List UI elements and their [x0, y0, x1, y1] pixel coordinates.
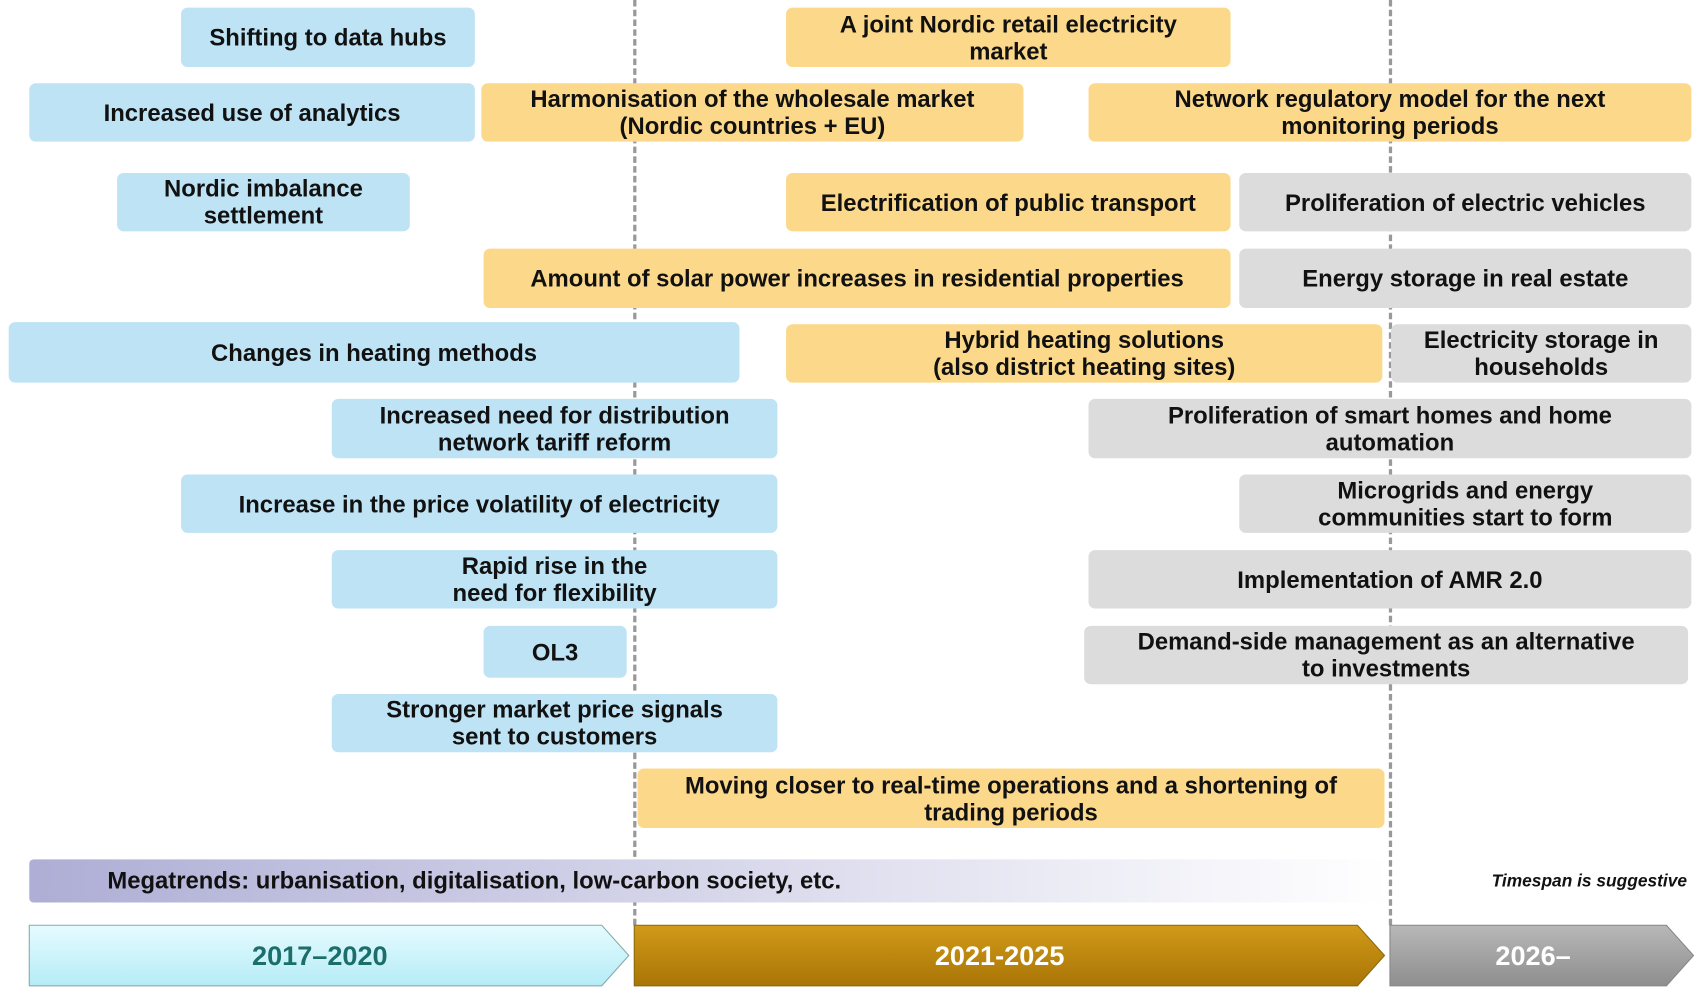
- trend-box: OL3: [483, 625, 627, 678]
- megatrends-bar: Megatrends: urbanisation, digitalisation…: [29, 859, 1388, 903]
- trend-box: Microgrids and energy communities start …: [1239, 474, 1692, 533]
- trend-box: Nordic imbalance settlement: [117, 172, 410, 232]
- trend-box: Increase in the price volatility of elec…: [181, 474, 778, 533]
- period-divider: [633, 0, 637, 926]
- trend-box: Moving closer to real-time operations an…: [637, 768, 1385, 828]
- trend-box: Increased need for distribution network …: [331, 398, 778, 459]
- trend-box: Rapid rise in the need for flexibility: [331, 550, 778, 609]
- period-divider: [1388, 0, 1393, 926]
- timeline: 2017–2020 2021-2025 2026–: [28, 924, 1695, 987]
- period-arrow: [633, 924, 1386, 987]
- trend-box: Harmonisation of the wholesale market (N…: [481, 83, 1024, 142]
- trend-box: Amount of solar power increases in resid…: [483, 248, 1231, 309]
- trend-box: Hybrid heating solutions (also district …: [786, 324, 1383, 383]
- trend-box: Demand-side management as an alternative…: [1084, 625, 1689, 685]
- trend-box: Electricity storage in households: [1391, 324, 1692, 383]
- period-arrow: [1389, 924, 1695, 987]
- period-label: 2017–2020: [252, 941, 388, 971]
- trend-box: Electrification of public transport: [786, 172, 1231, 232]
- trend-box: Changes in heating methods: [8, 322, 740, 383]
- trend-box: Proliferation of smart homes and home au…: [1088, 398, 1692, 459]
- trend-box: Increased use of analytics: [29, 83, 475, 142]
- period-label: 2021-2025: [935, 941, 1065, 971]
- trend-box: A joint Nordic retail electricity market: [786, 7, 1231, 68]
- note: Timespan is suggestive: [1491, 872, 1688, 891]
- trend-box: Energy storage in real estate: [1239, 248, 1692, 309]
- trend-box: Network regulatory model for the next mo…: [1088, 83, 1692, 142]
- period-arrow: [28, 924, 630, 987]
- trend-box: Proliferation of electric vehicles: [1239, 172, 1692, 232]
- trend-box: Implementation of AMR 2.0: [1088, 550, 1692, 609]
- trend-box: Shifting to data hubs: [181, 7, 475, 68]
- trend-box: Stronger market price signals sent to cu…: [331, 693, 778, 753]
- period-label: 2026–: [1495, 941, 1570, 971]
